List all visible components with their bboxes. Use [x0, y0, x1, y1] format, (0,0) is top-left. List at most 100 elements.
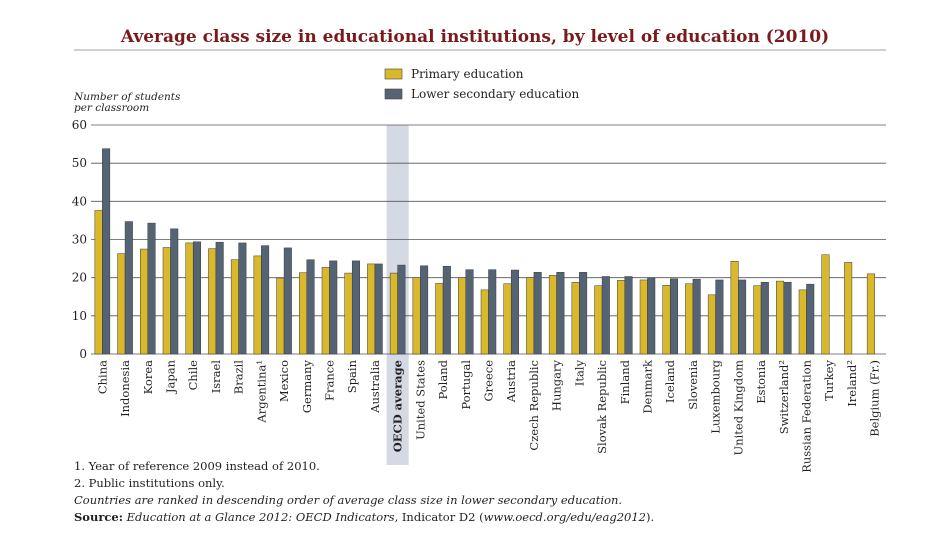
bar-lower-secondary-24: [647, 277, 656, 355]
bar-lower-secondary-11: [351, 260, 360, 355]
bar-primary-14: [412, 277, 421, 355]
x-tick-label-8: Mexico: [277, 360, 291, 402]
x-tick-label-34: Belgium (Fr.): [868, 360, 882, 437]
bar-primary-24: [639, 279, 648, 355]
x-tick-label-28: United Kingdom: [731, 360, 745, 456]
x-tick-label-32: Turkey: [822, 360, 836, 401]
x-tick-label-2: Korea: [141, 360, 155, 395]
bar-primary-7: [253, 255, 262, 355]
bar-primary-17: [480, 289, 489, 355]
bar-lower-secondary-14: [420, 265, 429, 355]
bar-lower-secondary-21: [579, 272, 588, 355]
legend: Primary education Lower secondary educat…: [384, 67, 579, 101]
bar-primary-19: [526, 277, 535, 355]
source-url: www.oecd.org/edu/eag2012: [483, 510, 646, 524]
bar-lower-secondary-12: [374, 263, 383, 355]
x-tick-label-1: Indonesia: [118, 360, 132, 417]
bar-lower-secondary-23: [624, 276, 633, 355]
legend-label-lower-secondary: Lower secondary education: [411, 87, 579, 101]
source-title: Education at a Glance 2012: OECD Indicat…: [126, 510, 395, 524]
y-tick-label-60: 60: [72, 118, 87, 132]
bar-lower-secondary-27: [715, 279, 724, 355]
x-tick-label-20: Hungary: [550, 360, 564, 412]
y-tick-label-0: 0: [79, 347, 87, 361]
x-tick-label-15: Poland: [436, 359, 450, 399]
bar-primary-31: [798, 289, 807, 355]
source-indicator: , Indicator D2 (: [394, 510, 484, 524]
x-tick-label-0: China: [95, 360, 109, 394]
x-tick-label-27: Luxembourg: [709, 359, 723, 433]
bar-lower-secondary-17: [488, 269, 497, 355]
bar-lower-secondary-26: [692, 278, 701, 355]
x-tick-label-21: Italy: [572, 360, 586, 387]
x-tick-label-14: United States: [413, 360, 427, 440]
bar-primary-21: [571, 281, 580, 355]
bar-primary-10: [321, 267, 330, 355]
bar-primary-33: [844, 262, 853, 355]
bar-lower-secondary-16: [465, 269, 474, 355]
bar-primary-5: [208, 248, 217, 355]
bar-primary-4: [185, 242, 194, 355]
bar-lower-secondary-1: [124, 221, 133, 355]
y-axis-title-line-2: per classroom: [74, 102, 149, 114]
y-axis-title-line-1: Number of students: [73, 91, 181, 103]
bar-primary-29: [753, 285, 762, 355]
bar-lower-secondary-31: [806, 283, 815, 355]
chart-title: Average class size in educational instit…: [120, 27, 829, 47]
ranking-note: Countries are ranked in descending order…: [74, 493, 623, 507]
bar-lower-secondary-15: [442, 265, 451, 355]
x-tick-label-5: Israel: [209, 360, 223, 394]
bar-lower-secondary-19: [533, 272, 542, 355]
bar-primary-8: [276, 277, 285, 355]
y-tick-label-40: 40: [72, 194, 87, 208]
source-line: Source: Education at a Glance 2012: OECD…: [74, 509, 654, 526]
bar-primary-12: [367, 263, 376, 355]
bar-primary-18: [503, 283, 512, 355]
bar-lower-secondary-25: [669, 278, 678, 355]
bar-lower-secondary-2: [147, 222, 156, 355]
x-tick-label-19: Czech Republic: [527, 360, 541, 451]
x-tick-label-4: Chile: [186, 360, 200, 391]
bar-lower-secondary-29: [760, 281, 769, 355]
bar-lower-secondary-22: [601, 276, 610, 355]
legend-swatch-primary: [384, 68, 403, 80]
bar-primary-13: [389, 272, 398, 355]
x-tick-label-17: Greece: [482, 360, 496, 402]
bar-primary-22: [594, 285, 603, 355]
source-label: Source:: [74, 510, 123, 524]
bar-lower-secondary-13: [397, 264, 406, 355]
bar-primary-25: [662, 285, 671, 355]
x-tick-label-25: Iceland: [663, 359, 677, 403]
x-tick-label-12: Australia: [368, 360, 382, 414]
bar-lower-secondary-4: [192, 241, 201, 355]
bar-lower-secondary-0: [102, 148, 111, 355]
legend-swatch-lower-secondary: [384, 88, 403, 100]
bar-primary-32: [821, 254, 830, 355]
x-tick-label-7: Argentina¹: [254, 360, 268, 424]
bar-primary-16: [458, 277, 467, 355]
x-tick-label-30: Switzerland²: [777, 360, 791, 434]
bar-lower-secondary-5: [215, 241, 224, 355]
bar-primary-3: [162, 247, 171, 355]
bar-lower-secondary-3: [170, 228, 179, 355]
bar-lower-secondary-8: [283, 247, 292, 355]
bar-primary-34: [866, 273, 875, 355]
footnotes: 1. Year of reference 2009 instead of 201…: [74, 458, 654, 526]
x-tick-label-3: Japan: [164, 359, 178, 394]
x-tick-label-26: Slovenia: [686, 360, 700, 410]
legend-label-primary: Primary education: [411, 67, 524, 81]
x-tick-label-18: Austria: [504, 360, 518, 403]
source-end: ).: [645, 510, 655, 524]
y-tick-label-20: 20: [72, 271, 87, 285]
x-tick-label-33: Ireland²: [845, 360, 859, 407]
bar-lower-secondary-30: [783, 281, 792, 355]
bar-lower-secondary-28: [738, 279, 747, 355]
bar-primary-15: [435, 283, 444, 355]
bar-primary-9: [299, 272, 308, 355]
bar-primary-0: [94, 210, 103, 355]
bar-primary-26: [685, 283, 694, 355]
bar-primary-2: [140, 248, 149, 355]
x-tick-label-22: Slovak Republic: [595, 360, 609, 454]
bar-lower-secondary-9: [306, 259, 315, 355]
